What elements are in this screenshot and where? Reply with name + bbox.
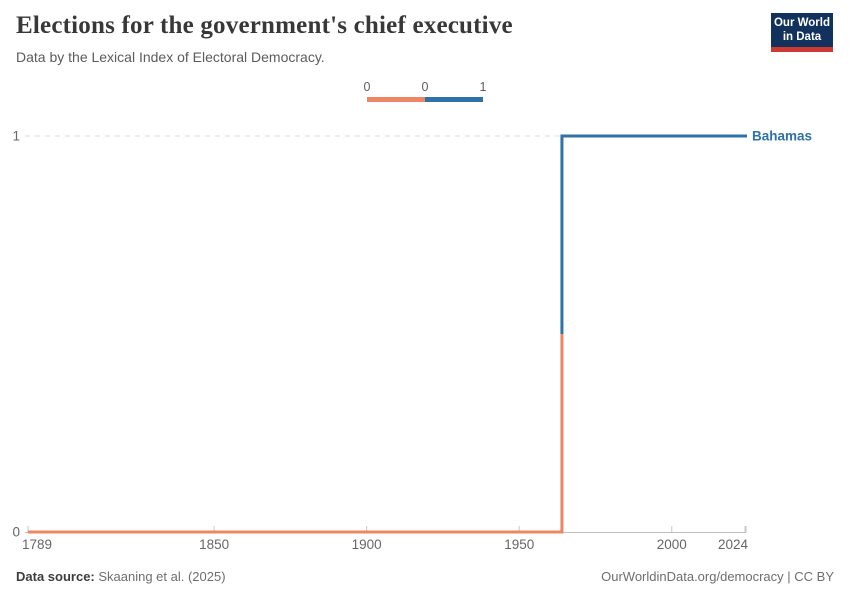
legend-edge-label-min: 0 <box>363 80 371 94</box>
data-source-value: Skaaning et al. (2025) <box>94 569 226 584</box>
series-segment-value1[interactable] <box>560 134 747 334</box>
chart-subtitle: Data by the Lexical Index of Electoral D… <box>16 49 325 65</box>
legend-edge-label-mid: 0 <box>421 80 429 94</box>
entity-label[interactable]: Bahamas <box>752 129 812 144</box>
value-legend[interactable]: 0 0 1 <box>363 80 487 102</box>
x-tick-label: 1789 <box>22 537 52 552</box>
footer-license-link[interactable]: OurWorldinData.org/democracy | CC BY <box>601 569 834 584</box>
footer-data-source: Data source: Skaaning et al. (2025) <box>16 569 226 584</box>
series-segment-value0[interactable] <box>28 334 564 534</box>
legend-swatch-1[interactable] <box>425 97 483 102</box>
data-source-label: Data source: <box>16 569 95 584</box>
legend-edge-labels: 0 0 1 <box>363 80 487 95</box>
owid-logo-line1: Our World <box>773 16 830 29</box>
x-tick-label: 2024 <box>718 537 749 552</box>
x-tick-label: 2000 <box>657 537 687 552</box>
chart-title: Elections for the government's chief exe… <box>16 12 513 39</box>
x-tick-label: 1850 <box>199 537 229 552</box>
legend-edge-label-max: 1 <box>479 80 487 94</box>
legend-color-bar[interactable] <box>367 97 483 102</box>
owid-logo[interactable]: Our World in Data <box>771 13 833 52</box>
x-tick-label: 1900 <box>352 537 382 552</box>
y-tick-label: 1 <box>12 129 20 144</box>
legend-swatch-0[interactable] <box>367 97 425 102</box>
owid-logo-line2: in Data <box>782 31 822 43</box>
y-tick-label: 0 <box>12 525 20 540</box>
x-tick-label: 1950 <box>504 537 534 552</box>
